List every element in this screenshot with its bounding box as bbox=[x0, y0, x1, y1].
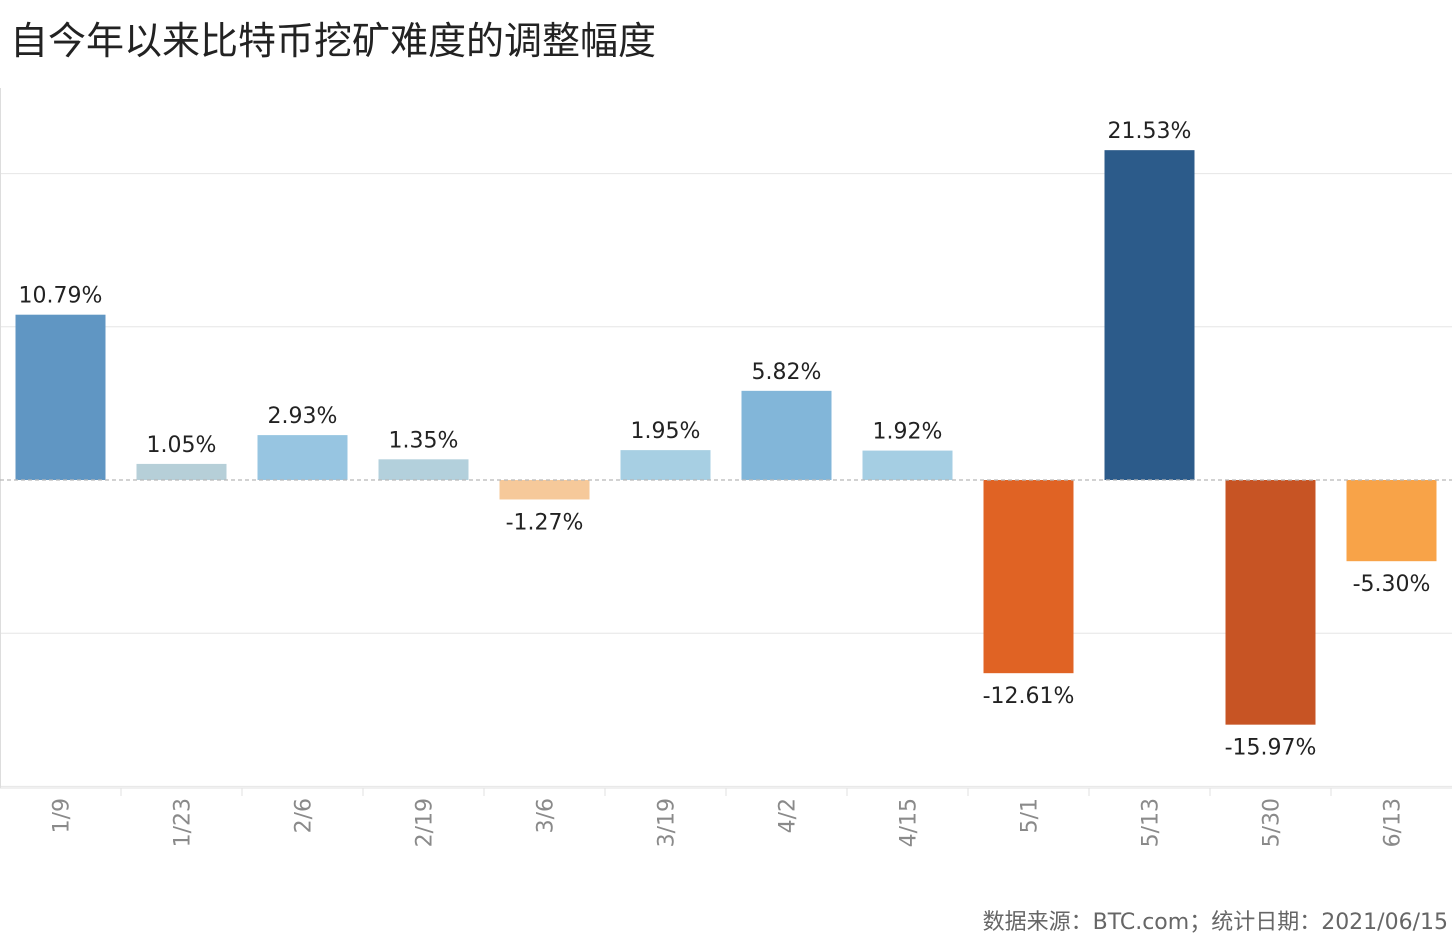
x-tick-label: 5/30 bbox=[1260, 798, 1285, 847]
x-tick-label: 3/19 bbox=[655, 798, 680, 847]
bar-1-23 bbox=[136, 463, 227, 480]
bar-5-13 bbox=[1104, 150, 1195, 480]
bar-3-6 bbox=[499, 480, 590, 500]
x-tick-label: 1/9 bbox=[50, 798, 75, 833]
data-label: 1.95% bbox=[631, 419, 701, 444]
data-label: 5.82% bbox=[752, 360, 822, 385]
data-label: -12.61% bbox=[983, 684, 1075, 709]
data-label: 10.79% bbox=[19, 284, 103, 309]
data-label: -1.27% bbox=[506, 510, 584, 535]
bar-4-2 bbox=[741, 390, 832, 480]
data-label: 1.05% bbox=[147, 433, 217, 458]
x-tick-label: 3/6 bbox=[534, 798, 559, 833]
data-label: 1.92% bbox=[873, 420, 943, 445]
bar-3-19 bbox=[620, 450, 711, 480]
bar-5-30 bbox=[1225, 480, 1316, 725]
x-tick-label: 1/23 bbox=[171, 798, 196, 847]
bar-5-1 bbox=[983, 480, 1074, 674]
x-tick-label: 6/13 bbox=[1381, 798, 1406, 847]
bar-2-6 bbox=[257, 435, 348, 480]
chart-title: 自今年以来比特币挖矿难度的调整幅度 bbox=[10, 19, 657, 63]
data-label: 21.53% bbox=[1108, 119, 1192, 144]
data-label: 1.35% bbox=[389, 428, 459, 453]
data-label: -15.97% bbox=[1225, 736, 1317, 761]
x-tick-label: 2/19 bbox=[413, 798, 438, 847]
x-tick-label: 4/15 bbox=[897, 798, 922, 847]
data-label: -5.30% bbox=[1353, 572, 1431, 597]
bar-4-15 bbox=[862, 450, 953, 480]
x-tick-label: 5/1 bbox=[1018, 798, 1043, 833]
x-tick-label: 2/6 bbox=[292, 798, 317, 833]
x-tick-label: 4/2 bbox=[776, 798, 801, 833]
data-label: 2.93% bbox=[268, 404, 338, 429]
bar-1-9 bbox=[15, 314, 106, 480]
bar-2-19 bbox=[378, 459, 469, 480]
source-note: 数据来源：BTC.com；统计日期：2021/06/15 bbox=[982, 910, 1448, 935]
x-tick-label: 5/13 bbox=[1139, 798, 1164, 847]
bar-6-13 bbox=[1346, 480, 1437, 562]
